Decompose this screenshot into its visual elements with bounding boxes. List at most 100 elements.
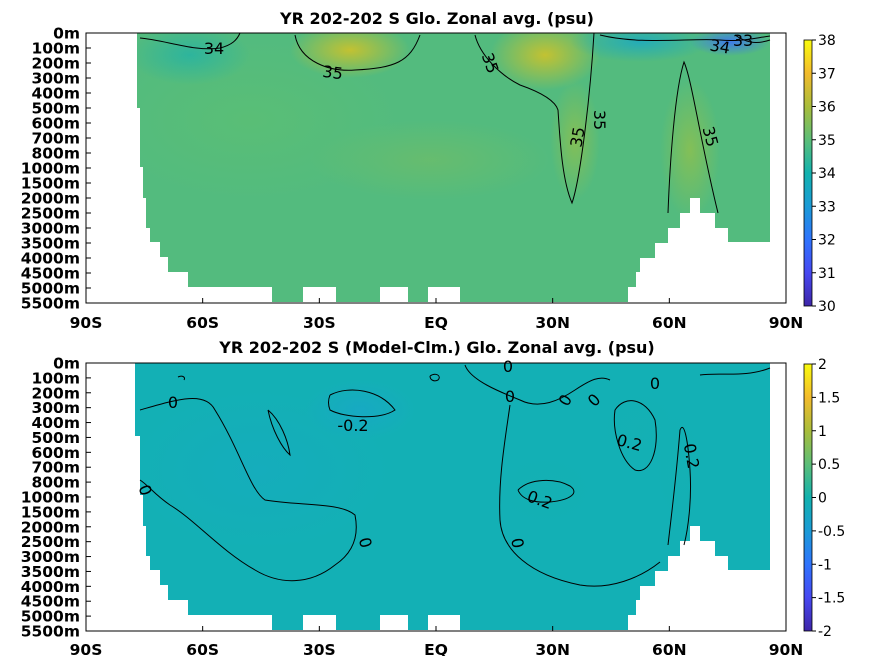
x-tick-label: 90S — [70, 314, 103, 332]
y-tick-label: 5000m — [21, 608, 80, 626]
contour-label: 33 — [733, 31, 753, 50]
colorbar-tick-label: 36 — [818, 100, 836, 116]
contour-label: 0 — [505, 387, 515, 406]
y-tick-label: 100m — [31, 40, 80, 58]
colorbar-tick-label: 30 — [818, 299, 836, 315]
contour-label: 35 — [699, 124, 723, 149]
y-tick-label: 800m — [31, 145, 80, 163]
y-tick-label: 1000m — [21, 489, 80, 507]
x-tick-label: 30S — [303, 641, 336, 656]
panel-1-y-axis: 0m100m200m300m400m500m600m700m800m1000m1… — [21, 25, 91, 313]
y-tick-label: 500m — [31, 429, 80, 447]
panel-2-colorbar — [803, 363, 813, 632]
y-tick-label: 1500m — [21, 503, 80, 521]
colorbar-tick-label: -1.5 — [818, 591, 845, 607]
y-tick-label: 3000m — [21, 548, 80, 566]
panel-2-colorbar-ticks: 2 1.5 1 0.5 0 -0.5 -1 -1.5 -2 — [812, 357, 845, 640]
y-tick-label: 0m — [53, 355, 80, 373]
panel-2-contours — [139, 364, 771, 587]
x-tick-label: 90N — [769, 314, 804, 332]
colorbar-tick-label: 0.5 — [818, 457, 840, 473]
y-tick-label: 3000m — [21, 220, 80, 238]
panel-1-contours — [139, 32, 771, 214]
colorbar-tick-label: 0 — [818, 491, 827, 507]
x-tick-label: 90S — [70, 641, 103, 656]
colorbar-tick-label: -2 — [818, 624, 832, 640]
y-tick-label: 200m — [31, 55, 80, 73]
y-tick-label: 4500m — [21, 265, 80, 283]
y-tick-label: 200m — [31, 384, 80, 402]
y-tick-label: 300m — [31, 399, 80, 417]
y-tick-label: 5500m — [21, 295, 80, 313]
colorbar-tick-label: 32 — [818, 233, 836, 249]
y-tick-label: 2000m — [21, 190, 80, 208]
contour-label: 34 — [204, 39, 224, 58]
panel-1-colorbar — [803, 39, 813, 307]
y-tick-label: 600m — [31, 444, 80, 462]
panel-2-salinity-difference: YR 202-202 S (Model-Clm.) Glo. Zonal avg… — [21, 338, 846, 656]
contour-label: 35 — [590, 110, 609, 130]
x-tick-label: 30N — [535, 314, 570, 332]
y-tick-label: 4000m — [21, 250, 80, 268]
y-tick-label: 400m — [31, 414, 80, 432]
colorbar-tick-label: 37 — [818, 66, 836, 82]
x-tick-label: 60N — [652, 314, 687, 332]
x-tick-label: EQ — [424, 641, 448, 656]
contour-label: 35 — [321, 62, 344, 84]
panel-2-title: YR 202-202 S (Model-Clm.) Glo. Zonal avg… — [218, 338, 655, 357]
y-tick-label: 1500m — [21, 175, 80, 193]
y-tick-label: 100m — [31, 369, 80, 387]
colorbar-tick-label: 31 — [818, 266, 836, 282]
x-tick-label: 90N — [769, 641, 804, 656]
y-tick-label: 600m — [31, 115, 80, 133]
x-tick-label: 60S — [186, 314, 219, 332]
colorbar-tick-label: 1 — [818, 424, 827, 440]
colorbar-tick-label: -0.5 — [818, 524, 845, 540]
y-tick-label: 300m — [31, 70, 80, 88]
y-tick-label: 3500m — [21, 235, 80, 253]
y-tick-label: 700m — [31, 130, 80, 148]
y-tick-label: 0m — [53, 25, 80, 43]
contour-label: -0.2 — [337, 416, 368, 435]
x-tick-label: 60S — [186, 641, 219, 656]
contour-label: 0 — [650, 374, 660, 393]
colorbar-tick-label: 33 — [818, 199, 836, 215]
x-tick-label: 60N — [652, 641, 687, 656]
y-tick-label: 5000m — [21, 280, 80, 298]
x-tick-label: 30N — [535, 641, 570, 656]
y-tick-label: 700m — [31, 459, 80, 477]
panel-2-y-axis: 0m100m200m300m400m500m600m700m800m1000m1… — [21, 355, 91, 641]
panel-1-x-axis: 90S 60S 30S EQ 30N 60N 90N — [70, 298, 804, 332]
y-tick-label: 500m — [31, 100, 80, 118]
y-tick-label: 800m — [31, 474, 80, 492]
contour-label: 0 — [507, 536, 527, 549]
y-tick-label: 4000m — [21, 578, 80, 596]
x-tick-label: 30S — [303, 314, 336, 332]
contour-label: 0 — [168, 393, 178, 412]
contour-label: 0 — [355, 535, 376, 550]
panel-2-x-axis: 90S 60S 30S EQ 30N 60N 90N — [70, 626, 804, 656]
y-tick-label: 2000m — [21, 518, 80, 536]
y-tick-label: 3500m — [21, 563, 80, 581]
colorbar-tick-label: 35 — [818, 133, 836, 149]
y-tick-label: 2500m — [21, 205, 80, 223]
y-tick-label: 2500m — [21, 533, 80, 551]
y-tick-label: 4500m — [21, 593, 80, 611]
panel-2-field — [135, 363, 770, 630]
contour-label: 0 — [503, 357, 513, 376]
colorbar-tick-label: 38 — [818, 33, 836, 49]
contour-label: 34 — [708, 35, 731, 57]
y-tick-label: 400m — [31, 85, 80, 103]
panel-1-colorbar-ticks: 38 37 36 35 34 33 32 31 30 — [812, 33, 836, 315]
contour-label: 35 — [566, 125, 588, 148]
y-tick-label: 5500m — [21, 623, 80, 641]
colorbar-tick-label: -1 — [818, 557, 832, 573]
panel-1-title: YR 202-202 S Glo. Zonal avg. (psu) — [279, 9, 594, 28]
panel-1-field — [137, 33, 770, 302]
panel-1-salinity: YR 202-202 S Glo. Zonal avg. (psu) 34 35… — [21, 9, 836, 332]
y-tick-label: 1000m — [21, 160, 80, 178]
colorbar-tick-label: 1.5 — [818, 390, 840, 406]
contour-label: 0.2 — [680, 442, 703, 470]
colorbar-tick-label: 2 — [818, 357, 827, 373]
